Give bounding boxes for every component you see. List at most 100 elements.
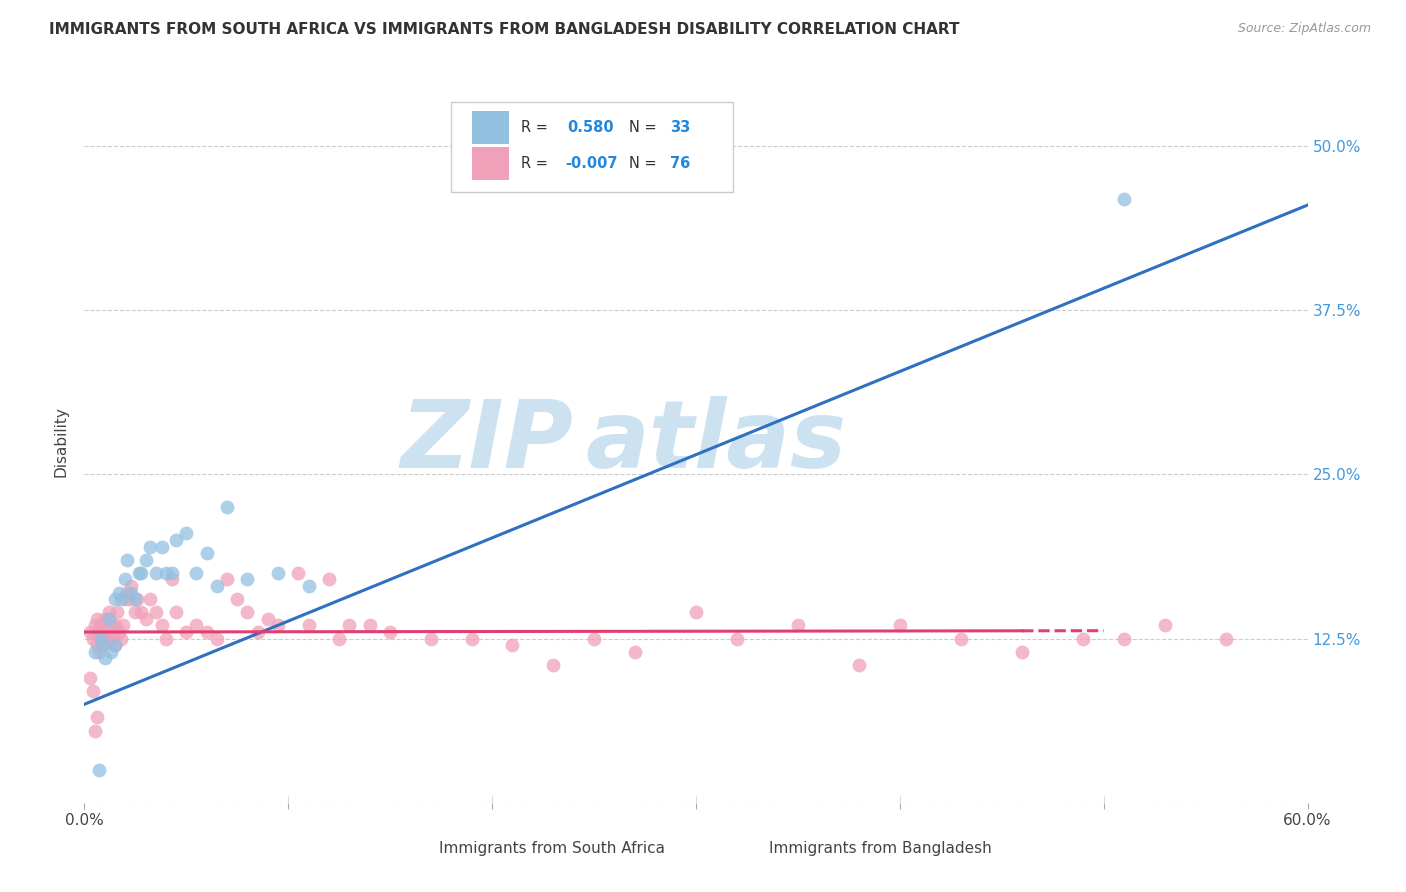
Point bbox=[82, 632, 104, 646]
Point bbox=[257, 612, 280, 626]
Point bbox=[120, 585, 142, 599]
Text: ZIP: ZIP bbox=[401, 395, 574, 488]
Point bbox=[889, 618, 911, 632]
Point bbox=[83, 645, 105, 659]
FancyBboxPatch shape bbox=[472, 111, 509, 144]
Point bbox=[236, 605, 259, 619]
Point bbox=[104, 592, 127, 607]
Point bbox=[165, 605, 187, 619]
Point bbox=[100, 625, 122, 640]
Point bbox=[135, 553, 157, 567]
Point bbox=[100, 618, 122, 632]
Point bbox=[97, 632, 120, 646]
Point bbox=[205, 632, 228, 646]
Point bbox=[105, 605, 128, 619]
Point bbox=[108, 625, 131, 640]
Text: N =: N = bbox=[628, 120, 657, 135]
Point bbox=[267, 566, 290, 580]
Text: R =: R = bbox=[522, 156, 548, 171]
Point bbox=[246, 625, 269, 640]
Text: 33: 33 bbox=[671, 120, 690, 135]
Point bbox=[101, 632, 124, 646]
Point bbox=[120, 579, 142, 593]
Point bbox=[160, 573, 183, 587]
Point bbox=[236, 573, 259, 587]
Point bbox=[104, 618, 127, 632]
Point bbox=[138, 592, 160, 607]
Point bbox=[195, 625, 218, 640]
Point bbox=[1215, 632, 1237, 646]
Point bbox=[328, 632, 350, 646]
Point bbox=[87, 763, 110, 777]
Point bbox=[267, 618, 290, 632]
Point bbox=[93, 651, 115, 665]
Text: N =: N = bbox=[628, 156, 657, 171]
Point bbox=[131, 566, 153, 580]
Text: 76: 76 bbox=[671, 156, 690, 171]
Point bbox=[124, 592, 146, 607]
Point bbox=[165, 533, 187, 547]
Point bbox=[93, 625, 115, 640]
Point bbox=[91, 638, 114, 652]
Point bbox=[318, 573, 340, 587]
Point bbox=[543, 657, 565, 672]
FancyBboxPatch shape bbox=[472, 147, 509, 179]
Point bbox=[685, 605, 707, 619]
Point bbox=[97, 605, 120, 619]
Point bbox=[380, 625, 402, 640]
Point bbox=[118, 592, 141, 607]
Text: atlas: atlas bbox=[586, 395, 848, 488]
Text: Immigrants from South Africa: Immigrants from South Africa bbox=[439, 841, 665, 855]
Point bbox=[124, 605, 146, 619]
Point bbox=[150, 618, 173, 632]
Point bbox=[135, 612, 157, 626]
Point bbox=[205, 579, 228, 593]
Point bbox=[104, 638, 127, 652]
FancyBboxPatch shape bbox=[733, 839, 759, 863]
Point bbox=[160, 566, 183, 580]
Text: IMMIGRANTS FROM SOUTH AFRICA VS IMMIGRANTS FROM BANGLADESH DISABILITY CORRELATIO: IMMIGRANTS FROM SOUTH AFRICA VS IMMIGRAN… bbox=[49, 22, 960, 37]
Point bbox=[339, 618, 361, 632]
FancyBboxPatch shape bbox=[402, 839, 429, 863]
Point bbox=[195, 546, 218, 560]
Point bbox=[174, 526, 197, 541]
Point bbox=[502, 638, 524, 652]
Point bbox=[787, 618, 810, 632]
Point bbox=[83, 618, 105, 632]
Point bbox=[96, 625, 118, 640]
Point bbox=[87, 625, 110, 640]
Point bbox=[110, 592, 132, 607]
Point bbox=[174, 625, 197, 640]
Point bbox=[155, 566, 177, 580]
Text: -0.007: -0.007 bbox=[565, 156, 617, 171]
Point bbox=[86, 710, 108, 724]
Point bbox=[115, 585, 138, 599]
Text: Immigrants from Bangladesh: Immigrants from Bangladesh bbox=[769, 841, 993, 855]
Point bbox=[138, 540, 160, 554]
Point bbox=[86, 638, 108, 652]
Point bbox=[115, 553, 138, 567]
Point bbox=[950, 632, 973, 646]
Point bbox=[186, 618, 208, 632]
Point bbox=[112, 618, 135, 632]
Point bbox=[150, 540, 173, 554]
Point bbox=[186, 566, 208, 580]
Point bbox=[90, 632, 112, 646]
Point bbox=[298, 579, 321, 593]
Point bbox=[359, 618, 381, 632]
FancyBboxPatch shape bbox=[451, 102, 733, 193]
Point bbox=[97, 612, 120, 626]
Point bbox=[1011, 645, 1033, 659]
Point bbox=[79, 671, 101, 685]
Point bbox=[461, 632, 484, 646]
Point bbox=[420, 632, 443, 646]
Point bbox=[114, 573, 136, 587]
Point bbox=[93, 612, 115, 626]
Y-axis label: Disability: Disability bbox=[53, 406, 69, 477]
Point bbox=[90, 632, 112, 646]
Point bbox=[83, 723, 105, 738]
Point bbox=[624, 645, 647, 659]
Text: Source: ZipAtlas.com: Source: ZipAtlas.com bbox=[1237, 22, 1371, 36]
Point bbox=[114, 592, 136, 607]
Point bbox=[1114, 632, 1136, 646]
